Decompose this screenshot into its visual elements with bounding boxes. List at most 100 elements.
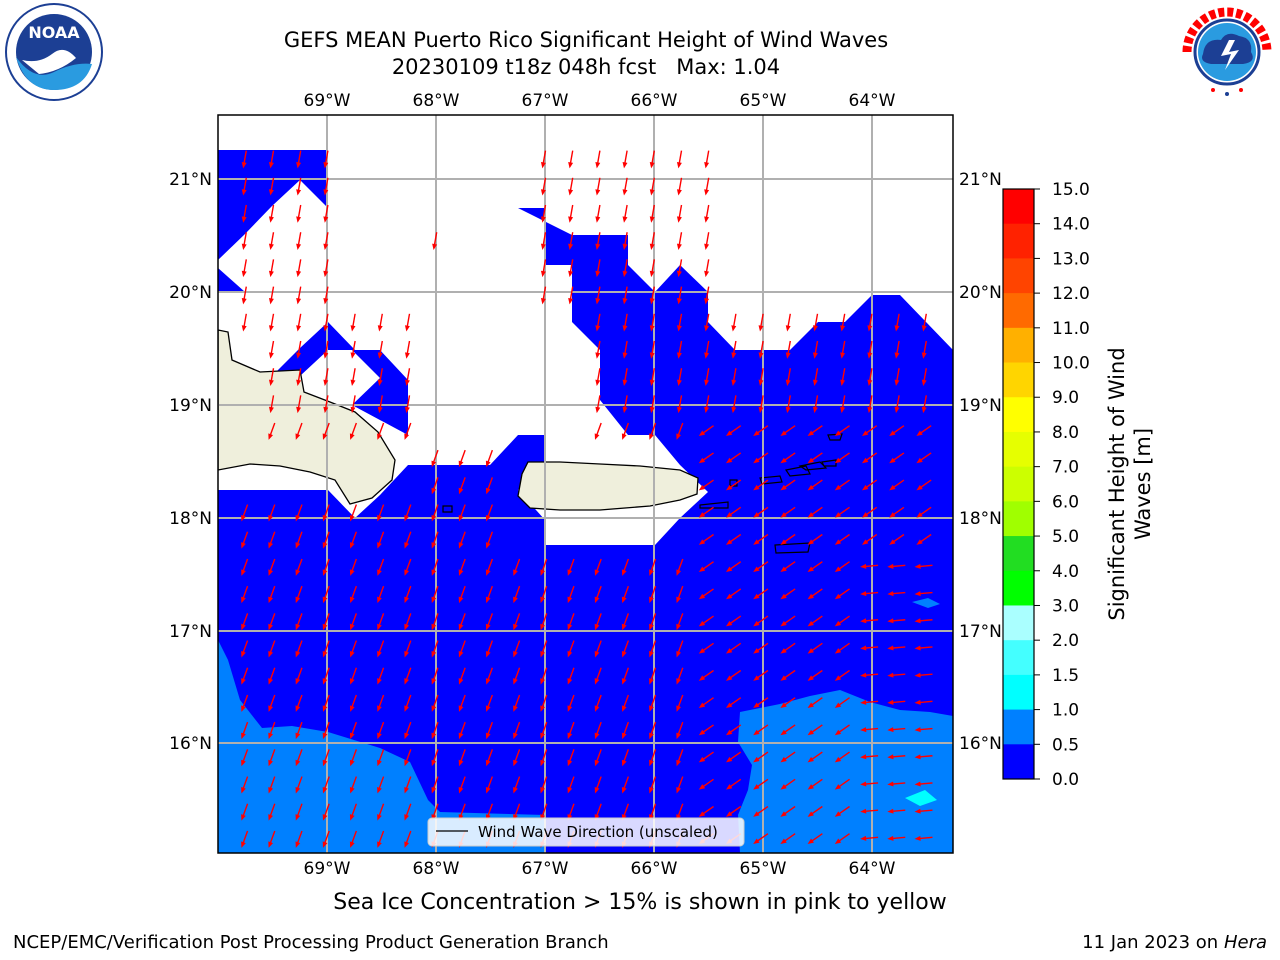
wave-direction-arrowhead bbox=[241, 623, 246, 631]
wave-direction-arrowhead bbox=[622, 216, 628, 223]
wave-direction-arrowhead bbox=[594, 433, 600, 440]
colorbar-band bbox=[1003, 223, 1034, 259]
wave-direction-arrowhead bbox=[567, 678, 573, 685]
wave-direction-arrowhead bbox=[349, 569, 355, 576]
wave-direction-arrowhead bbox=[676, 759, 682, 767]
wave-direction-arrowhead bbox=[404, 569, 410, 576]
wave-direction-arrowhead bbox=[404, 705, 410, 712]
wave-direction-arrowhead bbox=[404, 542, 410, 549]
wave-direction-arrowhead bbox=[704, 243, 710, 250]
wave-direction-arrowhead bbox=[807, 702, 814, 709]
wave-direction-arrowhead bbox=[268, 379, 274, 386]
lon-label: 66°W bbox=[631, 91, 678, 111]
wave-direction-arrowhead bbox=[404, 759, 410, 767]
wave-direction-arrowhead bbox=[834, 484, 842, 491]
wave-direction-arrowhead bbox=[698, 675, 706, 681]
wave-direction-arrowhead bbox=[404, 650, 410, 658]
wave-direction-arrowhead bbox=[268, 243, 274, 250]
footer-date: 11 Jan 2023 on Hera bbox=[1082, 932, 1267, 953]
wave-direction-arrowhead bbox=[377, 569, 382, 576]
wave-direction-arrowhead bbox=[725, 811, 733, 817]
wave-direction-arrowhead bbox=[349, 596, 355, 604]
wave-direction-arrowhead bbox=[622, 270, 628, 278]
colorbar-tick-label: 6.0 bbox=[1052, 492, 1079, 512]
lat-labels-right: 21°N 20°N 19°N 18°N 17°N 16°N bbox=[959, 170, 1002, 754]
wave-direction-arrowhead bbox=[513, 732, 518, 740]
wave-direction-arrowhead bbox=[916, 430, 923, 437]
wave-direction-arrowhead bbox=[649, 379, 655, 386]
wave-direction-arrowhead bbox=[241, 596, 246, 604]
wave-direction-arrowhead bbox=[349, 814, 355, 821]
wave-direction-arrowhead bbox=[458, 705, 464, 712]
wave-direction-arrowhead bbox=[834, 729, 842, 736]
wave-direction-arrowhead bbox=[621, 678, 627, 685]
wave-direction-arrowhead bbox=[350, 869, 355, 875]
wave-direction-arrowhead bbox=[349, 433, 355, 440]
wave-direction-arrowhead bbox=[458, 623, 464, 631]
wave-direction-arrowhead bbox=[540, 189, 546, 196]
wave-direction-arrowhead bbox=[567, 705, 573, 712]
wave-direction-arrowhead bbox=[241, 814, 246, 821]
wave-direction-arrowhead bbox=[241, 243, 247, 250]
wave-direction-arrowhead bbox=[698, 729, 706, 736]
wave-direction-arrowhead bbox=[377, 705, 382, 712]
wave-direction-arrowhead bbox=[322, 732, 328, 740]
wave-direction-arrowhead bbox=[540, 705, 546, 712]
wave-direction-arrowhead bbox=[780, 620, 787, 627]
wave-direction-arrowhead bbox=[622, 161, 628, 169]
wave-direction-arrowhead bbox=[731, 352, 737, 359]
wave-direction-arrowhead bbox=[485, 650, 491, 658]
wave-direction-arrowhead bbox=[698, 484, 706, 491]
wave-direction-arrowhead bbox=[458, 487, 464, 495]
wave-direction-arrowhead bbox=[698, 648, 706, 654]
wave-direction-arrowhead bbox=[861, 512, 869, 518]
wave-direction-arrowhead bbox=[296, 216, 302, 223]
lat-label: 16°N bbox=[959, 734, 1002, 754]
wave-direction-arrowhead bbox=[404, 869, 409, 875]
wave-direction-arrowhead bbox=[753, 648, 760, 654]
wave-direction-arrowhead bbox=[241, 869, 246, 875]
wave-direction-arrowhead bbox=[485, 705, 491, 712]
wave-direction-arrowhead bbox=[540, 243, 546, 250]
wave-direction-arrowhead bbox=[404, 325, 410, 332]
wave-direction-arrowhead bbox=[887, 781, 894, 787]
wave-direction-arrowhead bbox=[377, 759, 382, 767]
wave-direction-arrowhead bbox=[594, 596, 600, 604]
wave-direction-arrowhead bbox=[295, 759, 301, 767]
wave-direction-arrowhead bbox=[704, 406, 710, 414]
wave-direction-arrowhead bbox=[540, 678, 546, 685]
wave-direction-arrowhead bbox=[513, 623, 518, 631]
wave-direction-arrowhead bbox=[840, 379, 846, 386]
wave-direction-arrowhead bbox=[241, 161, 247, 169]
wave-direction-arrowhead bbox=[595, 297, 601, 305]
colorbar-band bbox=[1003, 327, 1034, 364]
lon-label: 69°W bbox=[304, 91, 351, 111]
wave-direction-arrowhead bbox=[349, 786, 355, 794]
wave-direction-arrowhead bbox=[268, 161, 274, 169]
wave-direction-arrowhead bbox=[867, 406, 873, 414]
wave-direction-arrowhead bbox=[241, 786, 246, 794]
wave-direction-arrow bbox=[596, 858, 601, 872]
wave-direction-arrowhead bbox=[704, 352, 710, 359]
wave-direction-arrowhead bbox=[594, 786, 600, 794]
wave-direction-arrowhead bbox=[349, 542, 355, 549]
wave-direction-arrowhead bbox=[725, 729, 733, 736]
wave-direction-arrowhead bbox=[432, 243, 438, 250]
wave-direction-arrowhead bbox=[676, 569, 682, 576]
wave-direction-arrowhead bbox=[404, 352, 410, 359]
wave-direction-arrowhead bbox=[377, 678, 382, 685]
wave-direction-arrowhead bbox=[323, 325, 329, 332]
wave-direction-arrowhead bbox=[887, 618, 894, 624]
wave-direction-arrowhead bbox=[887, 699, 894, 705]
wave-direction-arrowhead bbox=[725, 457, 733, 464]
wave-direction-arrowhead bbox=[676, 216, 682, 223]
colorbar-band bbox=[1003, 570, 1034, 606]
wave-direction-arrowhead bbox=[241, 297, 247, 305]
wave-direction-arrowhead bbox=[780, 838, 787, 845]
wave-direction-arrowhead bbox=[807, 648, 814, 654]
wave-direction-arrowhead bbox=[834, 675, 842, 681]
wave-direction-arrowhead bbox=[834, 566, 842, 573]
wave-direction-arrow bbox=[270, 858, 275, 872]
wave-direction-arrowhead bbox=[649, 433, 654, 440]
